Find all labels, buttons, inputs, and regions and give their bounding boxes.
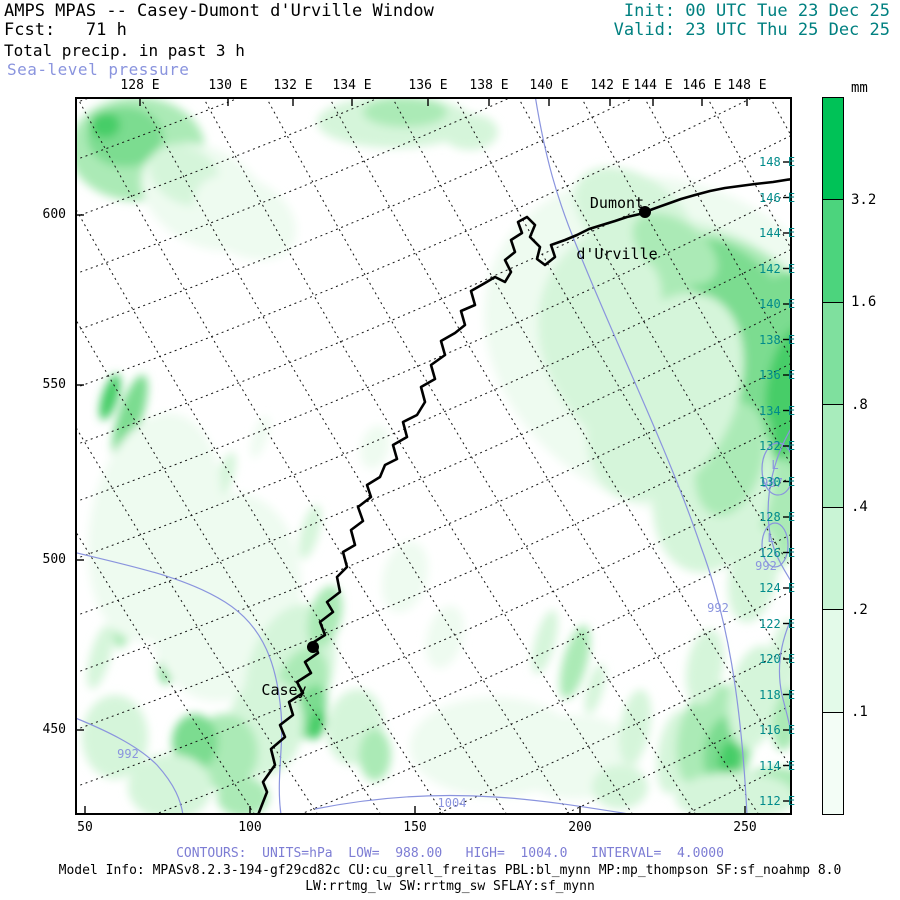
right-edge-longitude-label: 132 E bbox=[759, 439, 796, 453]
station-label-dumont-durville: Dumont d'Urville bbox=[576, 161, 657, 297]
station-name-line: Casey bbox=[261, 681, 307, 699]
precip-shading bbox=[75, 97, 792, 815]
map-plot bbox=[75, 97, 792, 815]
right-edge-longitude-label: 142 E bbox=[759, 261, 796, 276]
colorbar-segment bbox=[823, 200, 843, 303]
pressure-contour-label: 992 bbox=[755, 559, 777, 573]
bottom-axis-gridpoint-label: 250 bbox=[733, 820, 757, 835]
plot-title: AMPS MPAS -- Casey-Dumont d'Urville Wind… bbox=[4, 1, 434, 21]
field-label: Total precip. in past 3 h bbox=[4, 41, 245, 60]
top-axis-longitude-label: 144 E bbox=[633, 78, 673, 93]
model-info-line-1: Model Info: MPASv8.2.3-194-gf29cd82c CU:… bbox=[58, 863, 842, 878]
precip-colorbar bbox=[822, 97, 844, 815]
colorbar-tick-label: .1 bbox=[851, 704, 868, 721]
right-edge-longitude-label: 124 E bbox=[759, 581, 796, 595]
station-dot-dumont-durville bbox=[639, 206, 651, 218]
top-axis-longitude-label: 146 E bbox=[682, 78, 722, 93]
top-axis-longitude-label: 142 E bbox=[590, 78, 630, 93]
left-axis-gridpoint-label: 500 bbox=[42, 552, 66, 567]
pressure-contour-label: 1004 bbox=[437, 796, 467, 810]
map-border bbox=[75, 97, 792, 815]
graticule bbox=[75, 97, 792, 815]
bottom-axis-gridpoint-label: 150 bbox=[403, 820, 427, 835]
valid-time: Valid: 23 UTC Thu 25 Dec 25 bbox=[613, 20, 890, 40]
colorbar-segment bbox=[823, 405, 843, 508]
overlay-field-label: Sea-level pressure bbox=[7, 60, 190, 79]
colorbar-segment bbox=[823, 302, 843, 406]
top-axis-longitude-label: 130 E bbox=[208, 78, 248, 93]
pressure-contour-label: L bbox=[771, 458, 779, 472]
colorbar-tick-label: .2 bbox=[851, 601, 868, 618]
right-edge-longitude-label: 134 E bbox=[759, 403, 796, 418]
top-axis-longitude-label: 136 E bbox=[408, 78, 448, 93]
right-edge-longitude-label: 146 E bbox=[759, 190, 796, 205]
colorbar-segment bbox=[823, 712, 843, 814]
right-edge-longitude-label: 118 E bbox=[759, 687, 796, 702]
right-edge-longitude-label: 144 E bbox=[759, 226, 796, 240]
forecast-hour: Fcst: 71 h bbox=[4, 20, 127, 40]
pressure-contour-label: 992 bbox=[117, 747, 139, 761]
right-edge-longitude-label: 138 E bbox=[759, 332, 796, 347]
bottom-axis-gridpoint-label: 100 bbox=[238, 820, 262, 835]
station-dot-casey bbox=[307, 641, 319, 653]
colorbar-segment bbox=[823, 610, 843, 713]
right-edge-longitude-label: 136 E bbox=[759, 368, 796, 382]
axis-ticks bbox=[77, 99, 790, 813]
right-edge-longitude-label: 130 E bbox=[759, 474, 796, 489]
right-edge-longitude-label: 120 E bbox=[759, 652, 796, 666]
colorbar-tick-label: .8 bbox=[851, 396, 868, 413]
right-edge-longitude-label: 128 E bbox=[759, 510, 796, 524]
map-overlays: Dumont d'Urville Casey L 987 L 992 992 992 100… bbox=[75, 97, 792, 815]
left-axis-gridpoint-label: 550 bbox=[42, 377, 66, 392]
bottom-axis-gridpoint-label: 50 bbox=[77, 820, 93, 835]
left-axis-gridpoint-label: 450 bbox=[42, 722, 66, 737]
top-axis-longitude-label: 140 E bbox=[529, 78, 569, 93]
colorbar-tick-label: 1.6 bbox=[851, 294, 877, 311]
right-edge-longitude-label: 112 E bbox=[759, 794, 796, 808]
pressure-contour-label: L bbox=[767, 531, 775, 545]
colorbar-segment bbox=[823, 98, 843, 201]
pressure-contours bbox=[75, 97, 792, 815]
top-axis-longitude-label: 138 E bbox=[469, 78, 509, 93]
right-edge-longitude-label: 148 E bbox=[759, 155, 796, 169]
right-edge-longitude-label: 122 E bbox=[759, 616, 796, 631]
right-edge-longitude-label: 126 E bbox=[759, 545, 796, 560]
pressure-contour-label: 992 bbox=[707, 601, 729, 615]
top-axis-longitude-label: 132 E bbox=[273, 78, 313, 93]
colorbar-segment bbox=[823, 507, 843, 611]
init-time: Init: 00 UTC Tue 23 Dec 25 bbox=[623, 1, 890, 21]
pressure-contour-label: 987 bbox=[761, 476, 783, 490]
left-axis-gridpoint-label: 600 bbox=[42, 207, 66, 222]
contours-info-line: CONTOURS: UNITS=hPa LOW= 988.00 HIGH= 10… bbox=[176, 846, 724, 861]
model-info-line-2: LW:rrtmg_lw SW:rrtmg_sw SFLAY:sf_mynn bbox=[305, 879, 595, 894]
top-axis-longitude-label: 134 E bbox=[332, 78, 372, 93]
top-axis-longitude-label: 148 E bbox=[727, 78, 767, 93]
right-edge-longitude-label: 114 E bbox=[759, 758, 796, 773]
top-axis-longitude-label: 128 E bbox=[120, 78, 160, 93]
right-edge-longitude-label: 116 E bbox=[759, 723, 796, 737]
bottom-axis-gridpoint-label: 200 bbox=[568, 820, 592, 835]
colorbar-unit-label: mm bbox=[851, 80, 868, 96]
map-frame: Dumont d'Urville Casey L 987 L 992 992 992 100… bbox=[75, 97, 792, 815]
colorbar-tick-label: 3.2 bbox=[851, 191, 877, 208]
station-label-casey: Casey bbox=[248, 648, 320, 733]
right-edge-longitude-label: 140 E bbox=[759, 297, 796, 311]
station-name-line: d'Urville bbox=[576, 245, 658, 263]
colorbar-tick-label: .4 bbox=[851, 499, 868, 516]
station-name-line: Dumont bbox=[589, 194, 645, 212]
